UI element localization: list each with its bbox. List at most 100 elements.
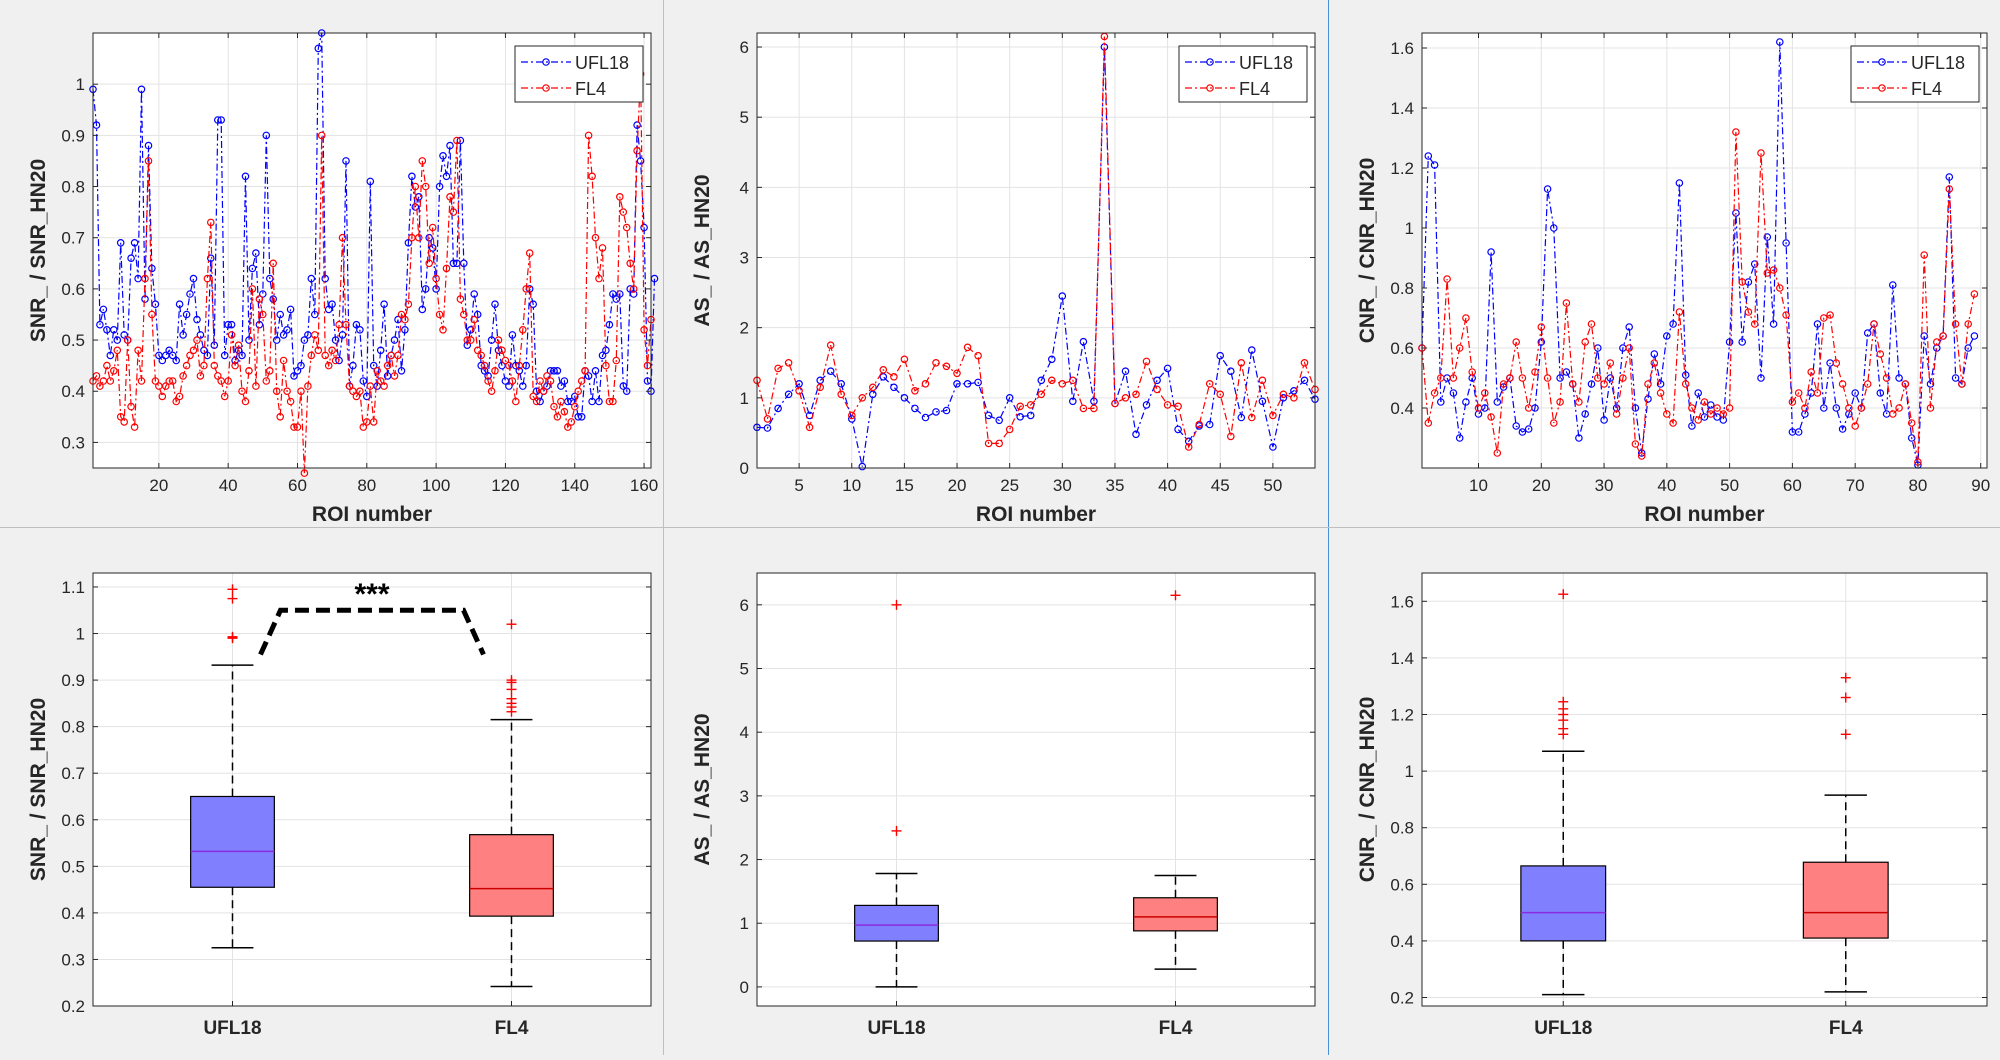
data-point-ufl18 [1926, 380, 1935, 388]
data-point-ufl18 [1005, 393, 1014, 402]
data-point-ufl18 [99, 305, 108, 314]
data-point-fl4 [116, 412, 125, 421]
y-tick-label: 0.4 [61, 382, 85, 401]
data-point-ufl18 [297, 361, 305, 370]
data-point-ufl18 [342, 157, 350, 165]
data-point-fl4 [1832, 359, 1841, 367]
data-point-ufl18 [321, 274, 330, 283]
data-point-fl4 [238, 387, 246, 396]
outlier-ufl18 [1558, 696, 1569, 707]
data-point-fl4 [1237, 358, 1246, 367]
data-point-ufl18 [837, 379, 846, 388]
data-point-fl4 [1644, 380, 1652, 388]
data-point-fl4 [120, 418, 129, 426]
plot-area [1422, 573, 1987, 1006]
data-point-fl4 [286, 397, 295, 406]
data-point-fl4 [151, 377, 160, 385]
data-point-ufl18 [1290, 386, 1298, 395]
data-point-ufl18 [116, 239, 125, 247]
data-point-ufl18 [1424, 152, 1433, 160]
panel-snr-line: 0.3 0.4 0.5 0.6 0.7 0.8 0.9 1 20 40 60 80 100 120 140 1… [0, 0, 663, 527]
data-point-ufl18 [224, 320, 233, 329]
data-point-fl4 [1037, 390, 1046, 399]
y-tick-label: 0.6 [1390, 875, 1414, 894]
data-point-ufl18 [252, 249, 260, 257]
data-point-ufl18 [633, 121, 641, 129]
data-point-ufl18 [1675, 179, 1684, 187]
panel-as-box: 0 1 2 3 4 5 6 UFL18 FL4 AS_ / AS_HN20 [664, 528, 1328, 1055]
legend-marker-ufl18 [1206, 58, 1214, 66]
data-point-ufl18 [911, 404, 919, 413]
y-tick-label: 1 [740, 389, 749, 408]
data-point-fl4 [1016, 402, 1025, 411]
legend-marker-ufl18 [542, 58, 550, 66]
data-point-fl4 [1443, 275, 1451, 283]
data-point-fl4 [459, 310, 468, 319]
data-point-fl4 [345, 382, 354, 390]
data-point-ufl18 [640, 223, 648, 232]
data-point-ufl18 [300, 336, 309, 344]
data-point-fl4 [560, 407, 569, 416]
y-tick-label: 0.2 [61, 997, 85, 1016]
data-point-ufl18 [1794, 428, 1803, 436]
data-point-ufl18 [890, 383, 898, 392]
x-tick-label: 50 [1720, 476, 1739, 495]
data-point-fl4 [331, 356, 340, 365]
data-point-ufl18 [529, 300, 538, 309]
data-point-ufl18 [1970, 332, 1979, 340]
data-point-ufl18 [290, 372, 298, 380]
data-point-fl4 [550, 402, 558, 411]
data-point-fl4 [224, 377, 233, 385]
x-tick-label: 35 [1106, 476, 1125, 495]
plot-area [757, 33, 1315, 468]
data-point-ufl18 [605, 320, 614, 329]
data-point-fl4 [310, 331, 319, 339]
data-point-fl4 [869, 383, 877, 392]
y-tick-label: 0 [740, 459, 749, 478]
data-point-ufl18 [508, 331, 517, 339]
legend-marker-fl4 [542, 84, 550, 92]
data-point-fl4 [1612, 410, 1621, 418]
data-point-ufl18 [442, 172, 451, 181]
y-tick-label: 0.6 [61, 280, 85, 299]
significance-label: *** [354, 578, 389, 611]
data-point-fl4 [595, 274, 603, 283]
data-point-fl4 [373, 366, 382, 375]
y-tick-label: 0.5 [61, 857, 85, 876]
legend-label-fl4: FL4 [1911, 79, 1942, 99]
data-point-fl4 [1907, 419, 1916, 427]
data-point-fl4 [605, 397, 614, 406]
data-point-fl4 [130, 423, 139, 431]
data-point-fl4 [1300, 358, 1309, 367]
data-point-fl4 [1290, 393, 1298, 402]
data-point-ufl18 [1750, 260, 1759, 268]
data-point-ufl18 [1487, 248, 1495, 256]
data-point-ufl18 [356, 325, 364, 334]
data-point-ufl18 [567, 397, 576, 406]
data-point-fl4 [1258, 376, 1267, 385]
data-point-fl4 [1132, 390, 1140, 399]
data-point-fl4 [314, 346, 323, 355]
data-point-ufl18 [148, 264, 156, 273]
y-tick-label: 6 [740, 596, 749, 615]
data-point-ufl18 [1047, 355, 1056, 364]
series-line-fl4 [756, 36, 1316, 449]
data-point-fl4 [148, 310, 156, 319]
data-point-fl4 [1068, 376, 1077, 385]
data-point-fl4 [182, 361, 191, 370]
data-point-ufl18 [175, 300, 184, 309]
data-point-ufl18 [784, 390, 793, 399]
y-axis-label: CNR_ / CNR_HN20 [1356, 158, 1379, 344]
y-tick-label: 0.7 [61, 229, 85, 248]
data-point-fl4 [248, 285, 257, 293]
data-point-ufl18 [1269, 443, 1277, 451]
data-point-fl4 [1468, 368, 1477, 376]
data-point-ufl18 [1550, 224, 1558, 232]
data-point-ufl18 [255, 320, 264, 329]
data-point-fl4 [1669, 419, 1677, 427]
data-point-fl4 [1556, 398, 1564, 406]
data-point-ufl18 [1863, 329, 1872, 337]
data-point-fl4 [255, 295, 264, 303]
data-point-ufl18 [1964, 344, 1973, 352]
data-point-fl4 [1506, 374, 1514, 382]
